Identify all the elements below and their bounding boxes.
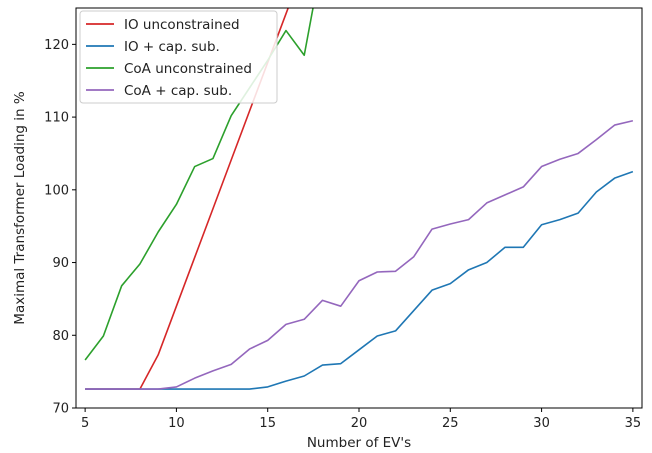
y-tick-label: 100 xyxy=(44,183,69,198)
series-line-4 xyxy=(85,119,634,390)
y-axis: 70 80 90 100 110 120 xyxy=(44,38,76,417)
y-tick-label: 120 xyxy=(44,38,69,53)
x-axis: 5 10 15 20 25 30 35 xyxy=(81,408,641,431)
x-axis-label: Number of EV's xyxy=(307,435,411,451)
y-tick-label: 70 xyxy=(52,402,69,417)
y-tick-label: 80 xyxy=(52,329,69,344)
y-tick-label: 110 xyxy=(44,111,69,126)
legend: IO unconstrained IO + cap. sub. CoA uncons… xyxy=(79,10,278,104)
x-tick-label: 15 xyxy=(259,416,276,431)
y-tick-label: 90 xyxy=(52,256,69,271)
y-axis-label: Maximal Transformer Loading in % xyxy=(12,91,28,325)
x-tick-label: 10 xyxy=(168,416,185,431)
x-tick-label: 30 xyxy=(533,416,550,431)
legend-label: CoA + cap. sub. xyxy=(124,83,232,99)
x-tick-label: 5 xyxy=(81,416,89,431)
legend-label: IO + cap. sub. xyxy=(124,39,220,55)
legend-label: IO unconstrained xyxy=(124,17,240,33)
x-tick-label: 25 xyxy=(442,416,459,431)
series-line-3 xyxy=(84,8,314,361)
legend-label: CoA unconstrained xyxy=(124,61,252,77)
legend-box xyxy=(79,10,278,104)
series-line-2 xyxy=(85,170,634,390)
x-tick-label: 20 xyxy=(351,416,368,431)
x-tick-label: 35 xyxy=(625,416,642,431)
